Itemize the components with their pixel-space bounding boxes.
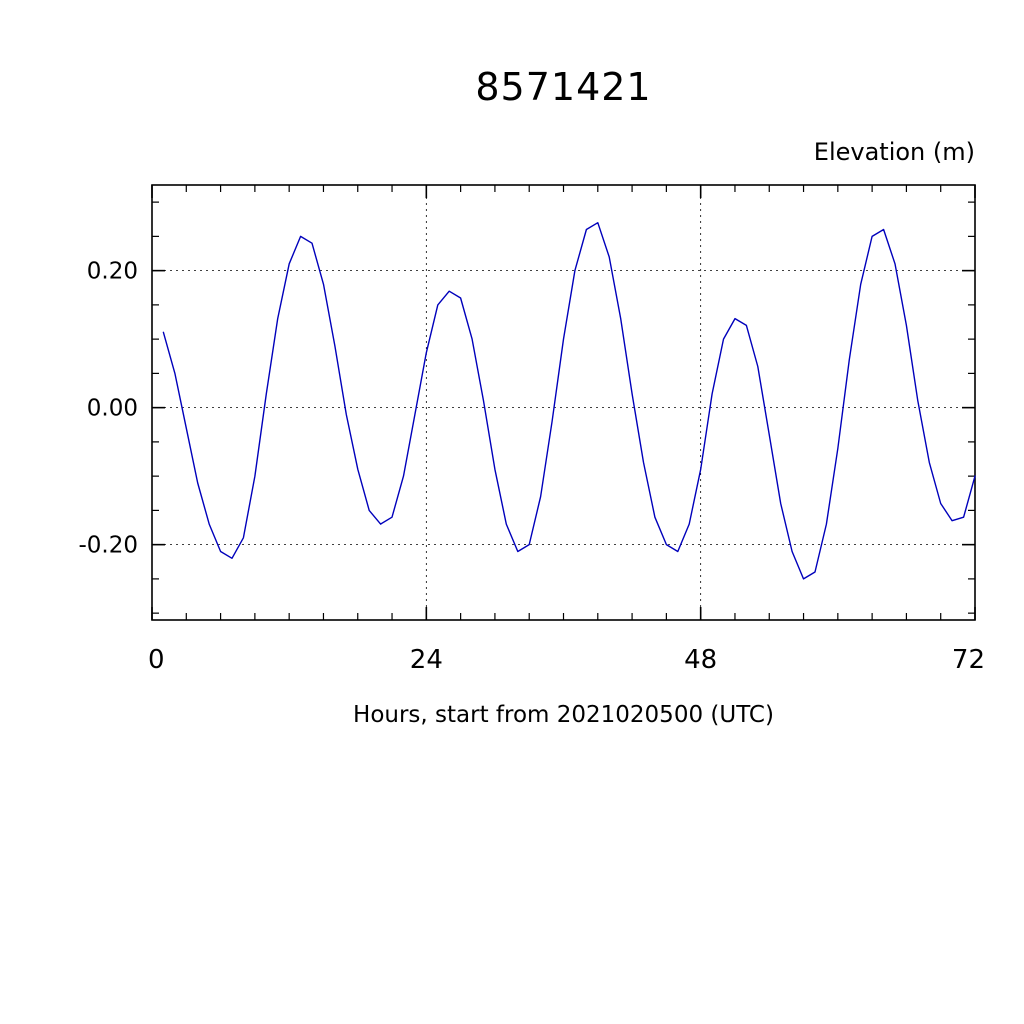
- x-tick-label: 72: [952, 645, 985, 675]
- x-tick-label: 48: [684, 645, 717, 675]
- x-tick-label: 24: [410, 645, 443, 675]
- y-axis-label: Elevation (m): [813, 138, 975, 166]
- plot-frame: [151, 184, 976, 621]
- x-axis-label: Hours, start from 2021020500 (UTC): [353, 702, 774, 728]
- y-tick-label: -0.20: [78, 533, 138, 559]
- y-tick-label: 0.20: [87, 259, 138, 285]
- elevation-series-line: [162, 221, 976, 580]
- y-tick-label: 0.00: [87, 396, 138, 422]
- x-tick-label: 0: [148, 645, 165, 675]
- chart-title: 8571421: [475, 65, 652, 109]
